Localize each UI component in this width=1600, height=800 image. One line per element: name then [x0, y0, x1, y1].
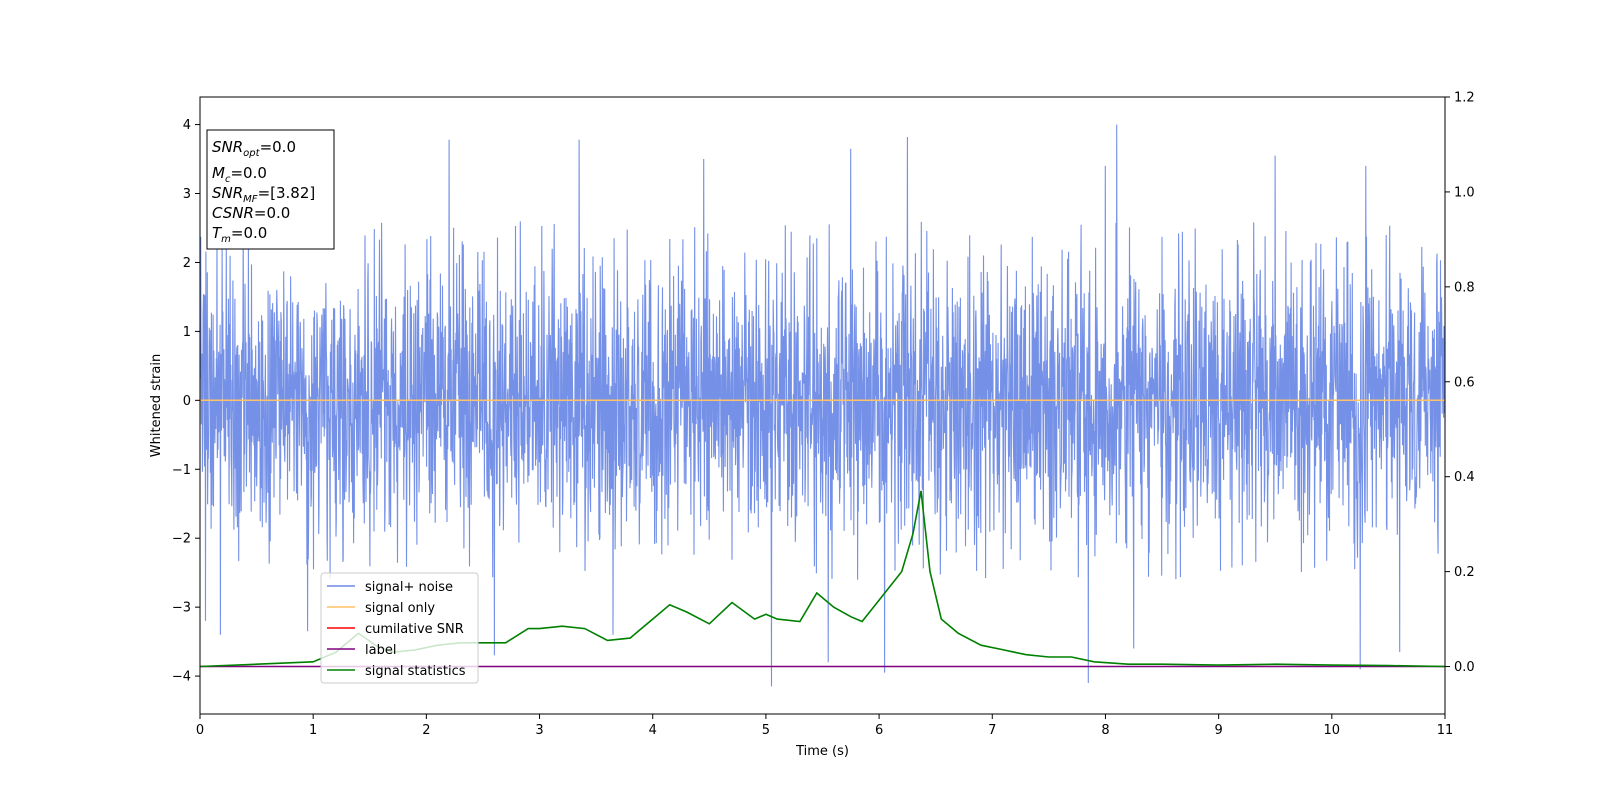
y2-tick-label: 0.8: [1454, 280, 1475, 295]
x-tick-label: 4: [649, 723, 657, 738]
y-tick-label: 2: [183, 256, 191, 271]
y-tick-label: 0: [183, 394, 191, 409]
legend-item: signal+ noise: [327, 580, 453, 595]
x-tick-label: 2: [422, 723, 430, 738]
y-tick-label: 4: [183, 118, 191, 133]
info-tm-label: T: [212, 224, 223, 242]
info-snr-opt-value: =0.0: [260, 138, 296, 156]
y-tick-label: −1: [172, 463, 191, 478]
y2-tick-label: 1.2: [1454, 91, 1475, 106]
info-snr-opt-label: SNR: [212, 138, 243, 156]
y2-tick-label: 0.0: [1454, 660, 1475, 675]
info-box-frame: [206, 129, 335, 250]
y2-tick-label: 1.0: [1454, 185, 1475, 200]
x-tick-label: 5: [762, 723, 770, 738]
plot-frame: [199, 96, 1446, 715]
y2-tick-label: 0.4: [1454, 470, 1475, 485]
legend-label: signal statistics: [365, 664, 466, 679]
x-tick-label: 1: [309, 723, 317, 738]
info-csnr-label: CSNR: [212, 204, 254, 222]
legend-item: cumilative SNR: [327, 622, 464, 637]
info-mc: Mc=0.0: [212, 164, 267, 185]
legend-item: signal statistics: [327, 664, 466, 679]
noise-series: [199, 124, 1446, 687]
info-snr-opt: SNRopt=0.0: [212, 138, 296, 159]
info-tm-value: =0.0: [231, 224, 267, 242]
legend-frame: [320, 572, 479, 684]
y-tick-label: −4: [172, 670, 191, 685]
x-tick-label: 8: [1101, 723, 1109, 738]
legend-item: signal only: [327, 601, 435, 616]
info-snr-mf-label: SNR: [212, 184, 243, 202]
y-axis-left: −4 −3 −2 −1 0 1 2 3 4: [172, 118, 200, 685]
y-tick-label: −2: [172, 532, 191, 547]
series-signal-noise-line: [199, 124, 1446, 687]
info-snr-opt-sub: opt: [243, 148, 260, 159]
legend-label: signal only: [365, 601, 435, 616]
y-axis-label: Whitened strain: [149, 354, 164, 457]
info-csnr-value: =0.0: [254, 204, 290, 222]
legend-label: label: [365, 643, 396, 658]
x-tick-label: 6: [875, 723, 883, 738]
x-tick-label: 7: [988, 723, 996, 738]
x-tick-label: 9: [1214, 723, 1222, 738]
y-axis-right: 0.0 0.2 0.4 0.6 0.8 1.0 1.2: [1445, 91, 1475, 675]
y-tick-label: −3: [172, 601, 191, 616]
legend-label: signal+ noise: [365, 580, 453, 595]
y2-tick-label: 0.6: [1454, 375, 1475, 390]
x-tick-label: 3: [535, 723, 543, 738]
info-tm-sub: m: [221, 234, 231, 245]
legend: signal+ noise signal only cumilative SNR la…: [320, 572, 479, 684]
legend-label: cumilative SNR: [365, 622, 464, 637]
info-snr-mf-sub: MF: [243, 194, 258, 205]
info-tm: Tm=0.0: [212, 224, 267, 245]
info-snr-mf: SNRMF=[3.82]: [212, 184, 315, 205]
x-tick-label: 10: [1324, 723, 1341, 738]
info-csnr: CSNR=0.0: [212, 204, 290, 222]
legend-item: label: [327, 643, 396, 658]
info-mc-value: =0.0: [230, 164, 266, 182]
info-mc-label: M: [212, 164, 225, 182]
x-axis: 0 1 2 3 4 5 6 7 8 9 10 11: [196, 714, 1453, 738]
x-tick-label: 11: [1437, 723, 1454, 738]
info-snr-mf-value: =[3.82]: [258, 184, 316, 202]
y2-tick-label: 0.2: [1454, 565, 1475, 580]
y-tick-label: 1: [183, 325, 191, 340]
y-tick-label: 3: [183, 187, 191, 202]
info-box: SNRopt=0.0 Mc=0.0 SNRMF=[3.82] CSNR=0.0 …: [206, 129, 335, 250]
x-axis-label: Time (s): [795, 744, 849, 759]
x-tick-label: 0: [196, 723, 204, 738]
info-mc-sub: c: [225, 174, 231, 185]
